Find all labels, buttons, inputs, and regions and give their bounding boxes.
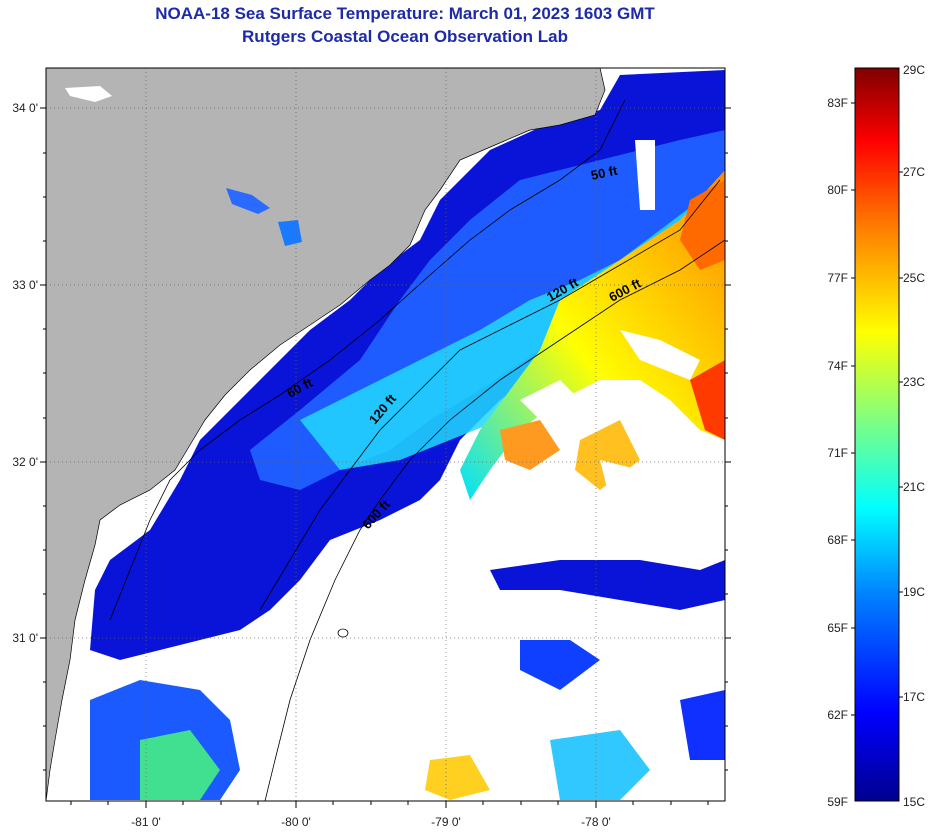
colorbar-label-c-21: 21C (903, 480, 925, 494)
axis-ticks (40, 107, 731, 808)
colorbar-label-f-59: 59F (827, 795, 848, 809)
cloud-streak-3 (620, 330, 700, 380)
colorbar-label-f-68: 68F (827, 533, 848, 547)
colorbar-label-f-62: 62F (827, 708, 848, 722)
colorbar-ticks (851, 102, 903, 716)
colorbar-label-f-65: 65F (827, 621, 848, 635)
cloud-streak-2 (600, 460, 680, 540)
south-coastal-green (140, 730, 220, 800)
map-frame (45, 67, 726, 802)
cloud-streak (520, 380, 600, 440)
lat-label-32: 32 0' (12, 455, 38, 469)
colorbar-label-f-74: 74F (827, 359, 848, 373)
lon-label-79: -79 0' (431, 815, 461, 829)
lon-label-80: -80 0' (281, 815, 311, 829)
land-lake-north (226, 188, 270, 214)
isobath-600ft (264, 239, 725, 801)
colorbar-label-c-25: 25C (903, 271, 925, 285)
colorbar-label-f-71: 71F (827, 446, 848, 460)
colorbar-label-c-15: 15C (903, 795, 925, 809)
cyan-water (300, 190, 725, 470)
colorbar-label-c-17: 17C (903, 690, 925, 704)
warm-core-east (690, 360, 725, 440)
offshore-blue-patch-2 (520, 640, 600, 690)
isobath-50ft (109, 99, 626, 621)
lat-label-34: 34 0' (12, 101, 38, 115)
colorbar-label-c-23: 23C (903, 375, 925, 389)
land-cloud (65, 86, 112, 102)
cloud-patch-north (635, 140, 655, 210)
lon-label-81: -81 0' (131, 815, 161, 829)
colorbar-label-f-80: 80F (827, 183, 848, 197)
colorbar-label-c-27: 27C (903, 165, 925, 179)
map-subtitle: Rutgers Coastal Ocean Observation Lab (242, 27, 568, 46)
map-title: NOAA-18 Sea Surface Temperature: March 0… (155, 4, 655, 23)
lon-label-78: -78 0' (581, 815, 611, 829)
colorbar-label-f-83: 83F (827, 96, 848, 110)
lat-label-31: 31 0' (12, 631, 38, 645)
seamount-contour (337, 628, 349, 638)
offshore-blue-patch (490, 560, 725, 610)
colorbar-label-c-29: 29C (903, 63, 925, 77)
gulf-stream-water (460, 170, 725, 500)
colorbar (854, 67, 900, 802)
south-offshore-blue (680, 690, 725, 760)
south-offshore-cyan (550, 730, 650, 800)
lat-label-33: 33 0' (12, 278, 38, 292)
depth-label-50ft-north: 50 ft (590, 163, 620, 183)
isobath-120ft (259, 179, 721, 611)
south-offshore-warm (425, 755, 490, 800)
colorbar-label-f-77: 77F (827, 271, 848, 285)
land (46, 68, 605, 801)
warm-patch-south (500, 420, 560, 470)
land-lake-mid (278, 220, 302, 246)
warm-patch-mid (575, 420, 640, 490)
coastline (46, 68, 606, 801)
colorbar-label-c-19: 19C (903, 585, 925, 599)
sst-map: 50 ft 60 ft 120 ft 120 ft 600 ft 600 ft (46, 68, 725, 801)
